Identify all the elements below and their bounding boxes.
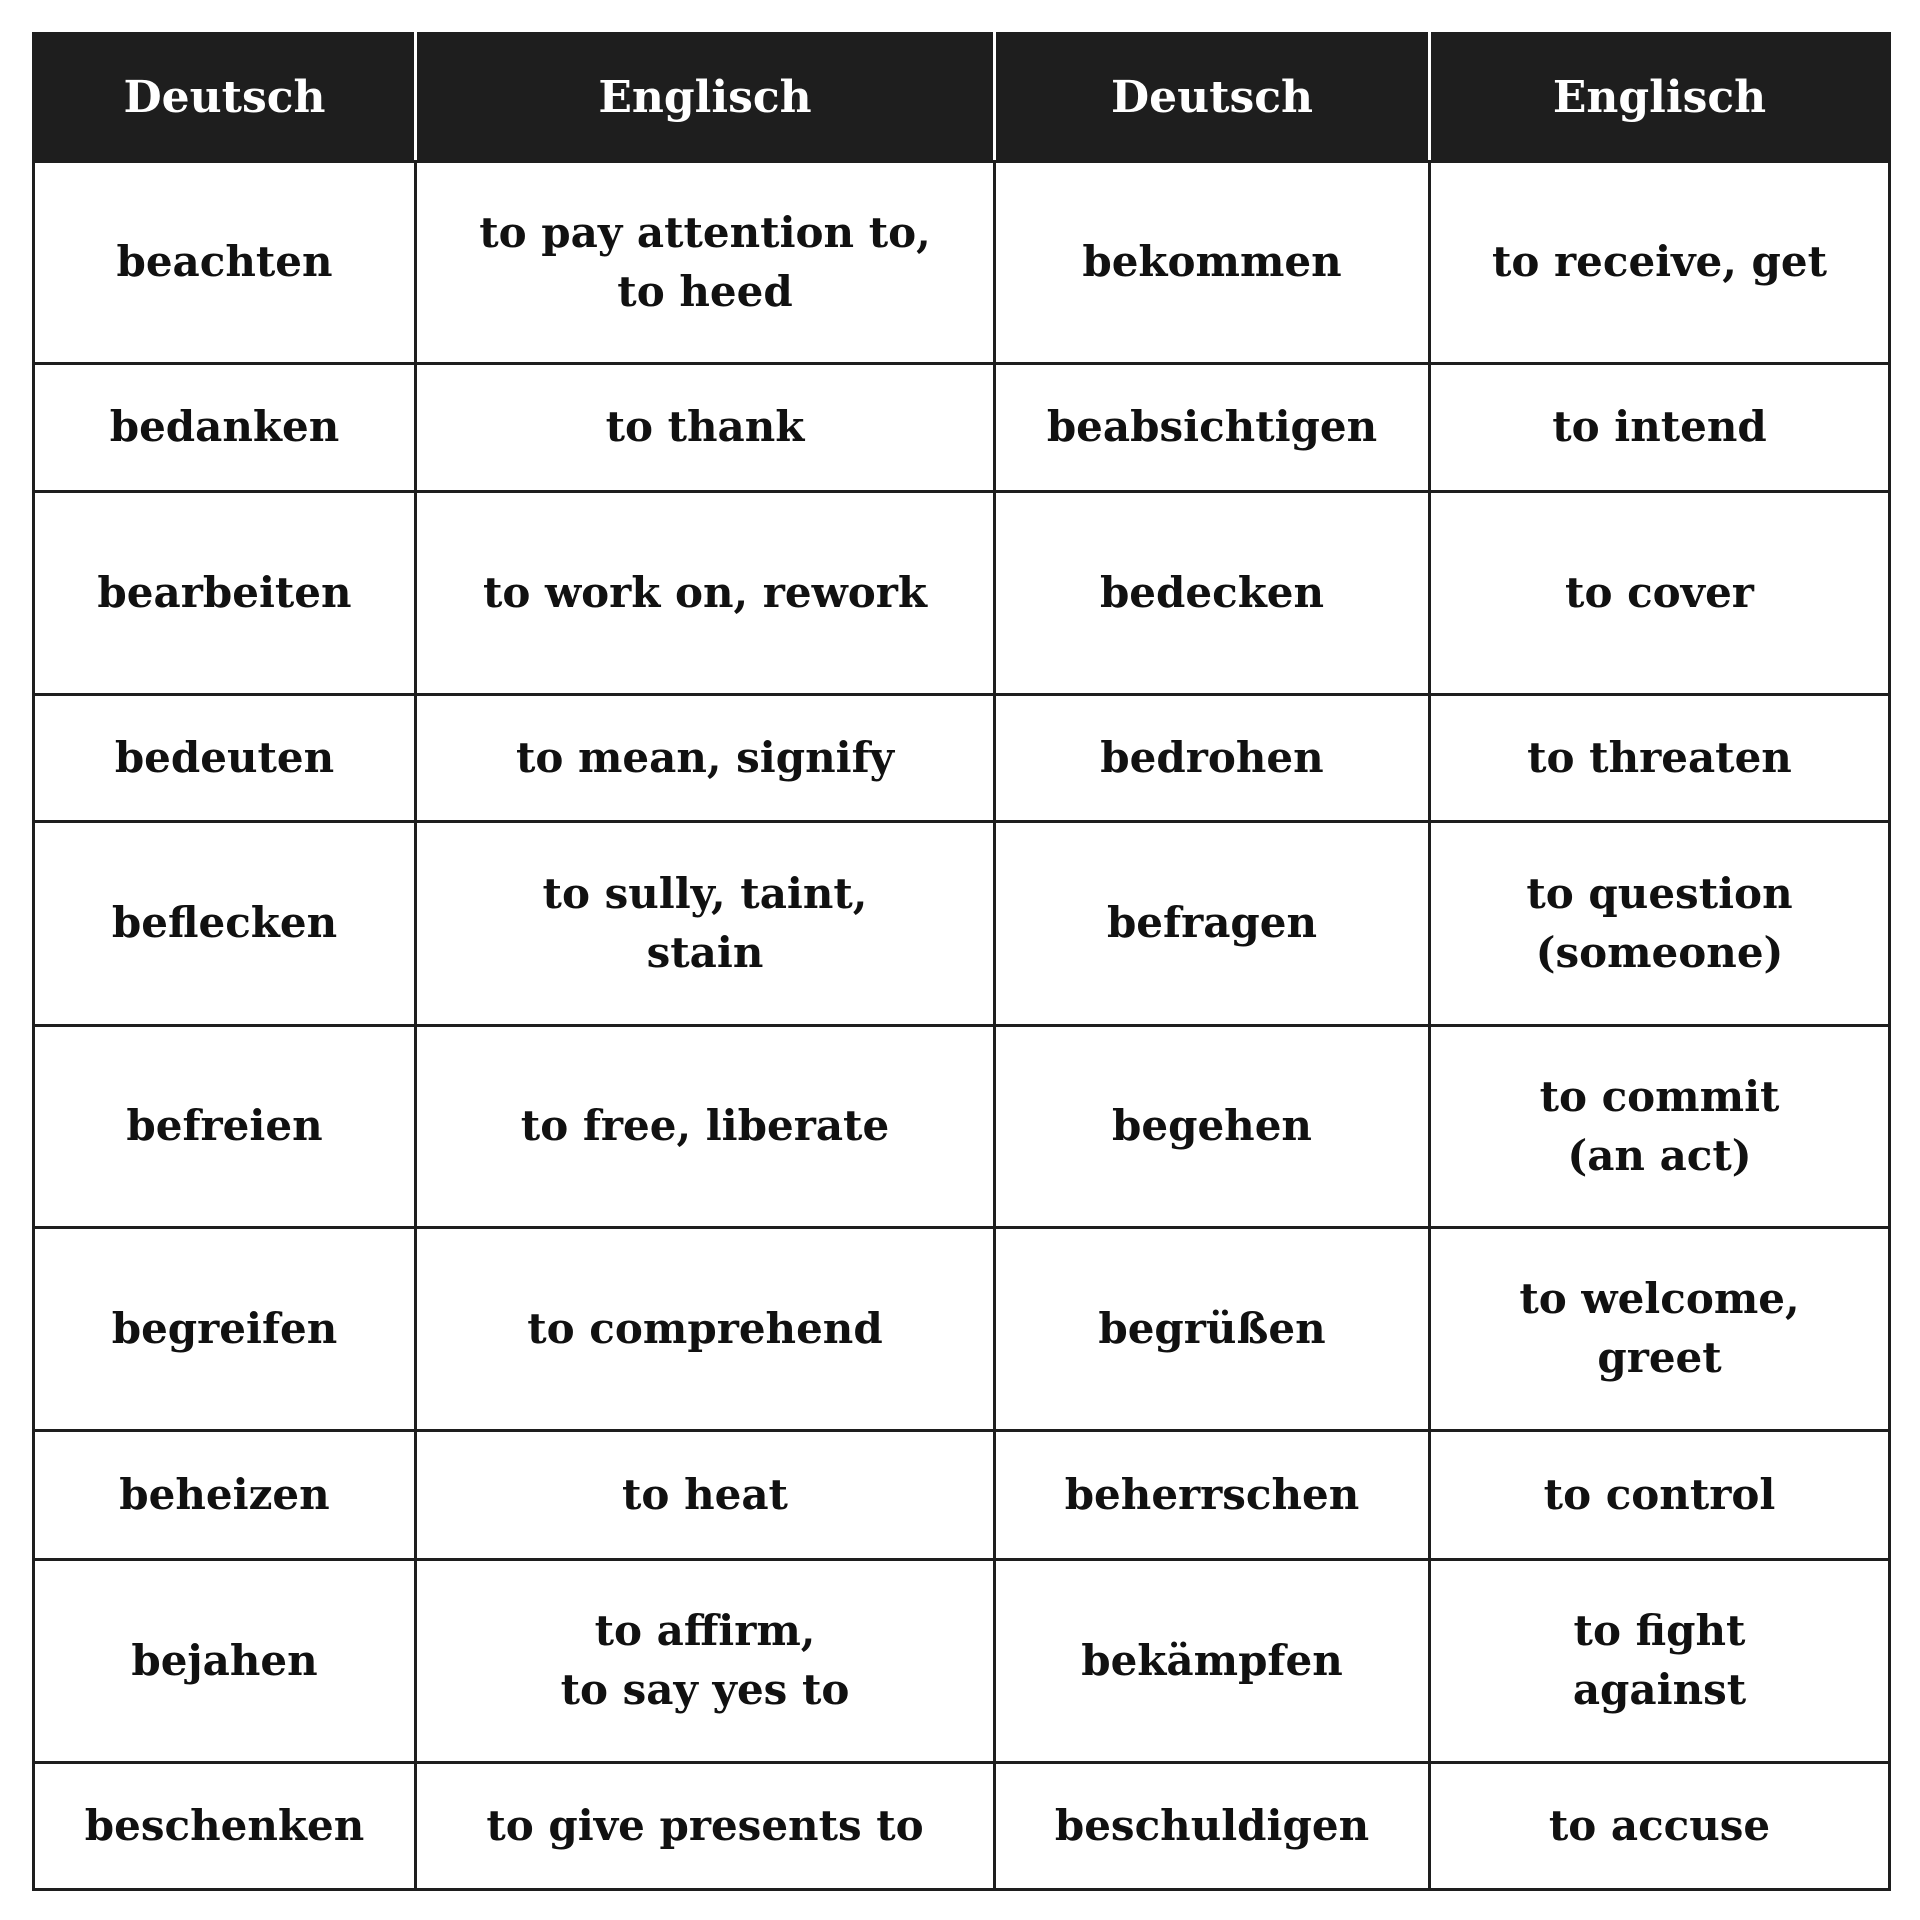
header-english: Englisch [1428, 32, 1891, 163]
english-translation: to accuse [1428, 1761, 1891, 1891]
german-word: bedecken [993, 490, 1431, 696]
german-word: beabsichtigen [993, 362, 1431, 493]
german-word: beachten [32, 160, 417, 365]
german-word: befragen [993, 820, 1431, 1027]
english-translation: to receive, get [1428, 160, 1891, 365]
table-row: bedanken to thank beabsichtigen to intend [32, 362, 1891, 493]
german-word: begreifen [32, 1226, 417, 1432]
german-word: beheizen [32, 1429, 417, 1561]
header-row: Deutsch Englisch Deutsch Englisch [32, 32, 1891, 163]
german-word: bekämpfen [993, 1558, 1431, 1764]
english-translation: to intend [1428, 362, 1891, 493]
english-translation: to mean, signify [414, 693, 996, 823]
table-row: beschenken to give presents to beschuldige… [32, 1761, 1891, 1891]
table-row: bedeuten to mean, signify bedrohen to threa… [32, 693, 1891, 823]
table-row: begreifen to comprehend begrüßen to welcome… [32, 1226, 1891, 1432]
german-word: befreien [32, 1024, 417, 1229]
english-translation: to thank [414, 362, 996, 493]
english-translation: to pay attention to, to heed [414, 160, 996, 365]
table-row: beheizen to heat beherrschen to control [32, 1429, 1891, 1561]
german-word: begrüßen [993, 1226, 1431, 1432]
table-row: befreien to free, liberate begehen to commi… [32, 1024, 1891, 1229]
english-translation: to give presents to [414, 1761, 996, 1891]
table-row: bejahen to affirm, to say yes to bekämpfen… [32, 1558, 1891, 1764]
english-translation: to free, liberate [414, 1024, 996, 1229]
english-translation: to question (someone) [1428, 820, 1891, 1027]
table-row: beachten to pay attention to, to heed beko… [32, 160, 1891, 365]
german-word: beflecken [32, 820, 417, 1027]
english-translation: to commit (an act) [1428, 1024, 1891, 1229]
german-word: beschuldigen [993, 1761, 1431, 1891]
german-word: beschenken [32, 1761, 417, 1891]
header-english: Englisch [414, 32, 996, 163]
german-word: bedanken [32, 362, 417, 493]
table-row: beflecken to sully, taint, stain befragen t… [32, 820, 1891, 1027]
header-german: Deutsch [993, 32, 1431, 163]
english-translation: to control [1428, 1429, 1891, 1561]
german-word: bearbeiten [32, 490, 417, 696]
header-german: Deutsch [32, 32, 417, 163]
english-translation: to affirm, to say yes to [414, 1558, 996, 1764]
english-translation: to cover [1428, 490, 1891, 696]
english-translation: to work on, rework [414, 490, 996, 696]
english-translation: to threaten [1428, 693, 1891, 823]
table-row: bearbeiten to work on, rework bedecken to c… [32, 490, 1891, 696]
english-translation: to comprehend [414, 1226, 996, 1432]
german-word: bekommen [993, 160, 1431, 365]
english-translation: to sully, taint, stain [414, 820, 996, 1027]
german-word: bedeuten [32, 693, 417, 823]
english-translation: to heat [414, 1429, 996, 1561]
german-word: bedrohen [993, 693, 1431, 823]
german-word: begehen [993, 1024, 1431, 1229]
vocabulary-table: Deutsch Englisch Deutsch Englisch beacht… [32, 32, 1891, 1891]
german-word: beherrschen [993, 1429, 1431, 1561]
english-translation: to fight against [1428, 1558, 1891, 1764]
english-translation: to welcome, greet [1428, 1226, 1891, 1432]
german-word: bejahen [32, 1558, 417, 1764]
